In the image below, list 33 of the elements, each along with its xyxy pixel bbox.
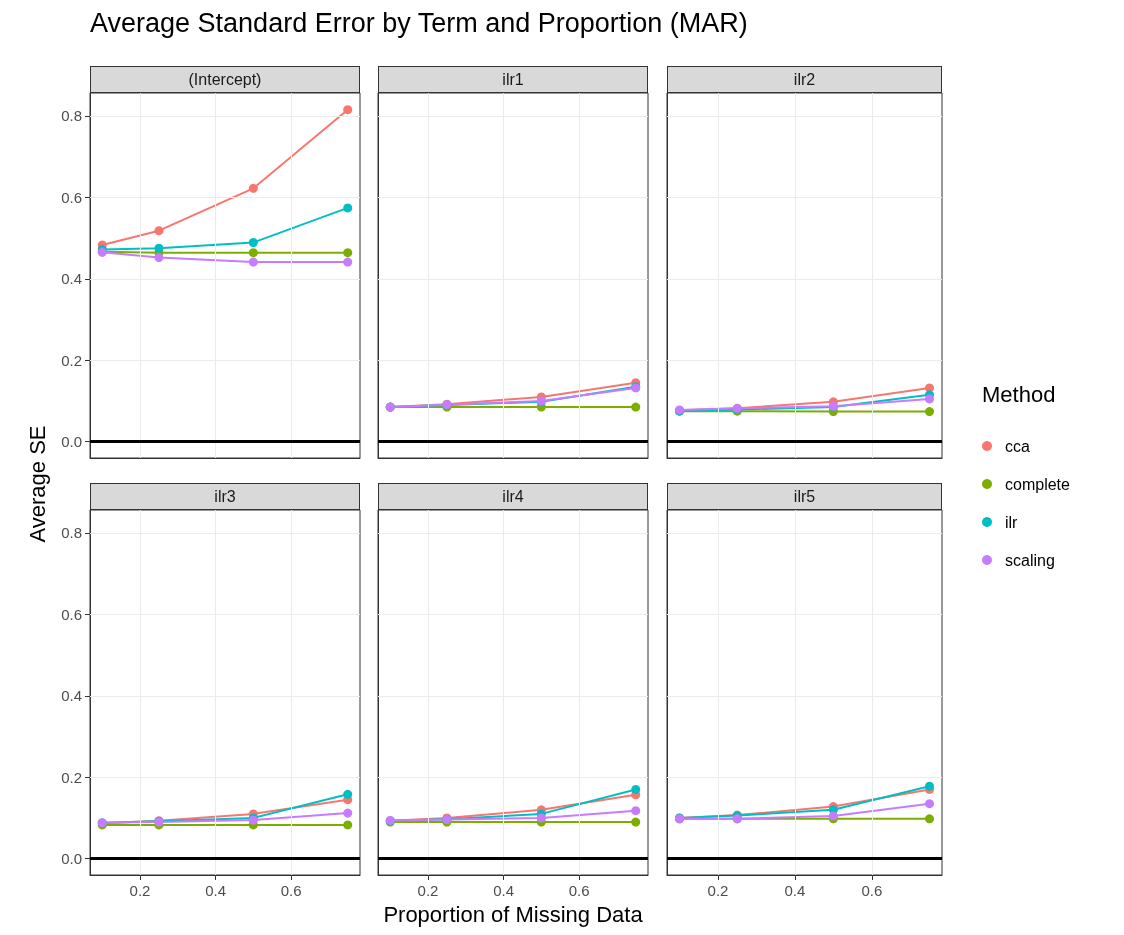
legend-title: Method [982, 382, 1056, 408]
x-tick-label: 0.6 [861, 882, 883, 899]
y-tick-label: 0.8 [61, 107, 82, 125]
legend-label: complete [1005, 475, 1071, 493]
chart-subtitle: ilr1 [378, 66, 648, 93]
y-tick-label: 0.2 [61, 768, 82, 786]
legend-label: ilr [1005, 513, 1019, 531]
chart-subtitle: ilr5 [667, 483, 942, 510]
y-tick-label: 0.4 [61, 270, 82, 288]
x-tick-label: 0.4 [493, 882, 514, 899]
chart-subtitle: ilr3 [90, 483, 360, 510]
y-tick-label: 0.2 [61, 351, 82, 369]
y-axis-title: Average SE [25, 425, 51, 543]
x-tick-label: 0.2 [707, 882, 729, 899]
x-tick-label: 0.4 [784, 882, 806, 899]
x-tick-label: 0.6 [280, 882, 302, 899]
x-axis-title: Proportion of Missing Data [383, 902, 643, 928]
y-tick-label: 0.8 [61, 524, 82, 542]
y-tick-label: 0.0 [61, 850, 82, 868]
chart-subtitle: ilr2 [667, 66, 942, 93]
legend-label: cca [1005, 437, 1030, 455]
x-tick-label: 0.2 [129, 882, 151, 899]
legend-label: scaling [1005, 551, 1055, 569]
chart-subtitle: (Intercept) [90, 66, 360, 93]
x-tick-label: 0.6 [568, 882, 590, 899]
y-tick-label: 0.6 [61, 188, 82, 206]
text: Average Standard Error by Term and Proportion (MAR) [90, 8, 748, 39]
x-tick-label: 0.2 [417, 882, 439, 899]
x-tick-label: 0.4 [205, 882, 226, 899]
y-tick-label: 0.6 [61, 605, 82, 623]
y-tick-label: 0.4 [61, 687, 82, 705]
chart-subtitle: ilr4 [378, 483, 648, 510]
y-tick-label: 0.0 [61, 433, 82, 451]
